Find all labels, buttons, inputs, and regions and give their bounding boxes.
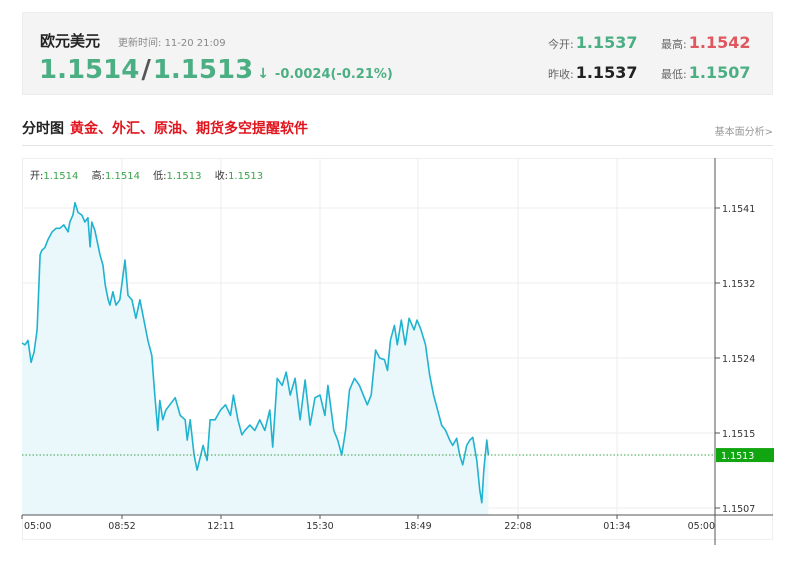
high-stat: 最高: 1.1542	[661, 33, 750, 52]
y-tick-label: 1.1532	[722, 279, 755, 290]
y-tick-label: 1.1507	[722, 504, 755, 515]
y-tick-label: 1.1515	[722, 429, 755, 440]
prev-label: 昨收:	[548, 68, 574, 81]
section-title: 分时图	[22, 121, 64, 137]
price-line: 1.1514/1.1513 ↓ -0.0024(-0.21%)	[39, 55, 393, 85]
x-tick-label: 05:00	[688, 521, 715, 532]
open-value: 1.1537	[575, 33, 638, 52]
update-label: 更新时间:	[118, 38, 162, 49]
update-time-value: 11-20 21:09	[164, 38, 226, 49]
fundamental-analysis-link[interactable]: 基本面分析>	[714, 127, 773, 138]
ohlc-high: 1.1514	[104, 171, 140, 182]
divider	[22, 145, 773, 146]
instrument-name: 欧元美元	[40, 32, 101, 50]
ohlc-close: 1.1513	[228, 171, 264, 182]
ohlc-open: 1.1514	[43, 171, 79, 182]
x-tick-label: 22:08	[504, 521, 531, 532]
last-price-label: 1.1513	[721, 451, 754, 462]
y-tick-label: 1.1524	[722, 354, 755, 365]
ohlc-low-label: 低:	[153, 171, 167, 182]
x-tick-label: 18:49	[404, 521, 431, 532]
bid-price: 1.1514	[39, 55, 140, 85]
price-line	[21, 201, 490, 504]
ohlc-high-label: 高:	[91, 171, 105, 182]
x-tick-label: 12:11	[207, 521, 234, 532]
low-label: 最低:	[661, 68, 687, 81]
quote-header: 欧元美元 更新时间: 11-20 21:09 1.1514/1.1513 ↓ -0.…	[22, 12, 773, 95]
x-tick-label: 08:52	[108, 521, 135, 532]
x-tick-label: 15:30	[306, 521, 333, 532]
ask-price: 1.1513	[152, 55, 254, 85]
ohlc-open-label: 开:	[30, 171, 44, 182]
price-separator: /	[141, 55, 151, 85]
y-tick-label: 1.1541	[722, 204, 755, 215]
high-value: 1.1542	[688, 33, 751, 52]
ohlc-low: 1.1513	[166, 171, 202, 182]
section-header: 分时图 黄金、外汇、原油、期货多空提醒软件	[22, 118, 308, 138]
x-tick-label: 01:34	[603, 521, 630, 532]
open-label: 今开:	[548, 38, 574, 51]
down-arrow-icon: ↓	[257, 66, 269, 82]
price-change: -0.0024(-0.21%)	[274, 67, 393, 82]
price-area	[22, 202, 489, 515]
low-stat: 最低: 1.1507	[661, 63, 750, 82]
open-stat: 今开: 1.1537	[548, 33, 637, 52]
promo-link[interactable]: 黄金、外汇、原油、期货多空提醒软件	[70, 121, 308, 137]
high-label: 最高:	[661, 38, 687, 51]
update-time: 更新时间: 11-20 21:09	[118, 34, 226, 49]
prev-close-stat: 昨收: 1.1537	[548, 63, 637, 82]
prev-value: 1.1537	[575, 63, 638, 82]
x-tick-label: 05:00	[24, 521, 51, 532]
ohlc-readout: 开:1.1514 高:1.1514 低:1.1513 收:1.1513	[30, 167, 273, 182]
last-price-tag	[716, 448, 774, 463]
ohlc-close-label: 收:	[214, 171, 229, 182]
low-value: 1.1507	[688, 63, 751, 82]
